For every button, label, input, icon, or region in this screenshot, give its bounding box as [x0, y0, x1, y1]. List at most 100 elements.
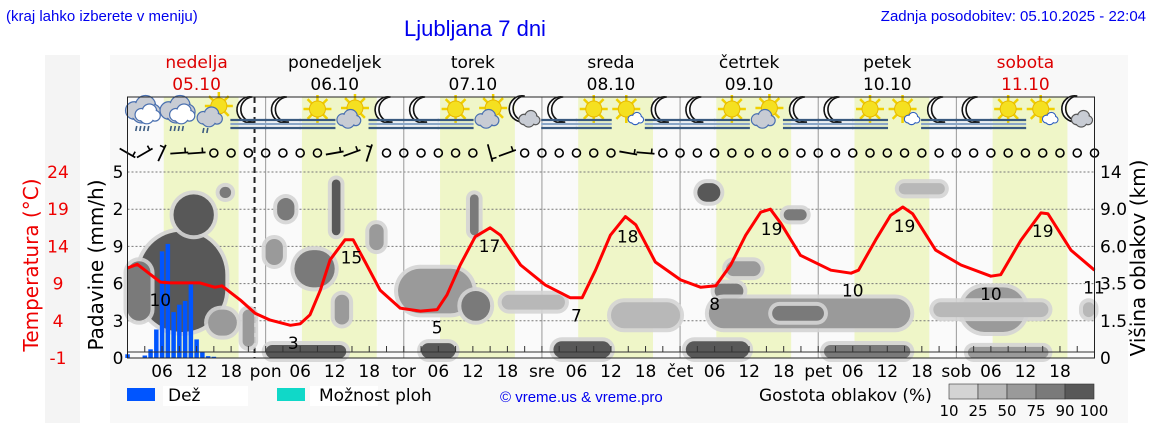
precipitation-tick: 3 — [113, 312, 124, 332]
x-day-label: sob — [941, 362, 971, 382]
precipitation-axis-title: Padavine (mm/h) — [84, 179, 108, 350]
day-date: 11.10 — [1001, 75, 1050, 95]
moon-fog-icon — [782, 95, 819, 130]
x-hour-label: 06 — [980, 362, 1002, 382]
sun-fog-icon — [437, 95, 474, 130]
moon-fog-icon — [368, 95, 405, 130]
sun-cloud-icon — [750, 94, 784, 129]
cloud-blob — [697, 183, 721, 202]
temperature-line — [126, 205, 1096, 327]
moon-fog-icon — [230, 95, 267, 130]
x-hour-label: 12 — [324, 362, 346, 382]
cloud-blob — [933, 302, 1049, 318]
cloud-blob — [265, 344, 347, 358]
wind-calm-icon — [847, 148, 858, 158]
temperature-label: 3 — [288, 334, 299, 354]
legend-rain-swatch — [127, 388, 155, 401]
precip-bar — [200, 351, 205, 358]
density-swatch — [1035, 383, 1066, 400]
copyright-link[interactable]: © vreme.us & vreme.pro — [500, 389, 663, 406]
wind-calm-icon — [1037, 148, 1048, 158]
page-title: Ljubljana 7 dni — [404, 16, 546, 41]
cloud-blob — [772, 305, 824, 321]
cloud-blob — [331, 179, 341, 236]
wind-calm-icon — [778, 148, 789, 158]
cloud-blob — [265, 238, 283, 265]
cloud-height-tick: 3.5 — [1100, 275, 1127, 295]
moon-cloud-icon — [1061, 94, 1094, 128]
x-hour-label: 12 — [186, 362, 208, 382]
wind-calm-icon — [968, 148, 979, 158]
legend-cloud-density-label: Gostota oblakov (%) — [759, 386, 932, 406]
wind-barb-icon — [325, 146, 344, 156]
sun-cloud-rain-icon — [196, 92, 233, 134]
moon-fog-icon — [403, 95, 440, 130]
day-name: četrtek — [719, 53, 780, 73]
moon-fog-icon — [679, 95, 716, 130]
cloud-height-tick: 0 — [1100, 349, 1111, 369]
cloud-blob — [277, 198, 295, 221]
density-tick: 25 — [968, 402, 987, 420]
wind-barb-icon — [187, 147, 206, 155]
x-hour-label: 18 — [497, 362, 519, 382]
wind-calm-icon — [278, 148, 288, 158]
wind-calm-icon — [312, 148, 323, 158]
wind-calm-icon — [1055, 148, 1065, 158]
x-hour-label: 12 — [738, 362, 760, 382]
cloud-blob — [685, 341, 750, 358]
precip-bar — [177, 304, 182, 358]
moon-fog-icon — [541, 95, 578, 130]
cloud-blob — [898, 183, 945, 195]
x-hour-label: 18 — [635, 362, 657, 382]
cloud-height-axis-title: Višina oblakov (km) — [1126, 160, 1150, 357]
wind-calm-icon — [295, 148, 305, 158]
location-hint[interactable]: (kraj lahko izberete v meniju) — [6, 8, 198, 25]
x-hour-label: 06 — [842, 362, 864, 382]
wind-barb-icon — [157, 144, 167, 162]
sun-fog-icon — [575, 95, 612, 130]
wind-calm-icon — [519, 148, 530, 158]
precip-bar — [171, 312, 176, 358]
x-hour-label: 18 — [1049, 362, 1071, 382]
day-date: 06.10 — [310, 75, 359, 95]
x-hour-label: 18 — [773, 362, 795, 382]
wind-calm-icon — [658, 148, 668, 158]
sun-cloud-icon — [474, 94, 508, 129]
wind-barb-icon — [636, 148, 655, 155]
temperature-label: 10 — [842, 281, 864, 301]
cloud-blob — [823, 344, 911, 358]
x-hour-label: 06 — [428, 362, 450, 382]
temperature-tick: 9 — [53, 275, 64, 295]
wind-calm-icon — [796, 148, 806, 158]
sun-fog-icon — [990, 95, 1027, 130]
temperature-label: 7 — [571, 307, 582, 327]
temperature-label: 8 — [709, 295, 720, 315]
x-day-label: sre — [529, 362, 555, 382]
wind-calm-icon — [882, 148, 893, 158]
x-hour-label: 18 — [220, 362, 242, 382]
temperature-tick: 19 — [47, 200, 69, 220]
wind-calm-icon — [398, 148, 409, 158]
cloud-height-tick: 14 — [1100, 163, 1122, 183]
wind-calm-icon — [416, 148, 426, 158]
temperature-series: 10 3 15 5 17 7 18 8 19 10 19 10 19 11 — [126, 205, 1105, 354]
precip-bar — [182, 300, 188, 358]
wind-barb-icon — [136, 145, 154, 159]
cloud-blob — [611, 302, 681, 329]
temperature-label: 5 — [432, 319, 443, 339]
density-tick: 50 — [997, 402, 1016, 420]
wind-calm-icon — [951, 148, 962, 158]
temperature-label: 10 — [980, 285, 1002, 305]
temperature-axis-title: Temperatura (°C) — [19, 178, 43, 352]
x-day-label: pet — [804, 362, 832, 382]
wind-calm-icon — [1003, 148, 1013, 158]
density-swatch — [948, 383, 979, 400]
density-swatch — [1064, 383, 1095, 400]
temperature-label: 15 — [341, 249, 363, 269]
x-hour-label: 18 — [911, 362, 933, 382]
wind-calm-icon — [226, 148, 236, 158]
sun-fog-icon — [713, 95, 750, 130]
moon-fog-icon — [955, 95, 992, 130]
x-hour-label: 12 — [876, 362, 898, 382]
temperature-label: 17 — [479, 237, 501, 257]
